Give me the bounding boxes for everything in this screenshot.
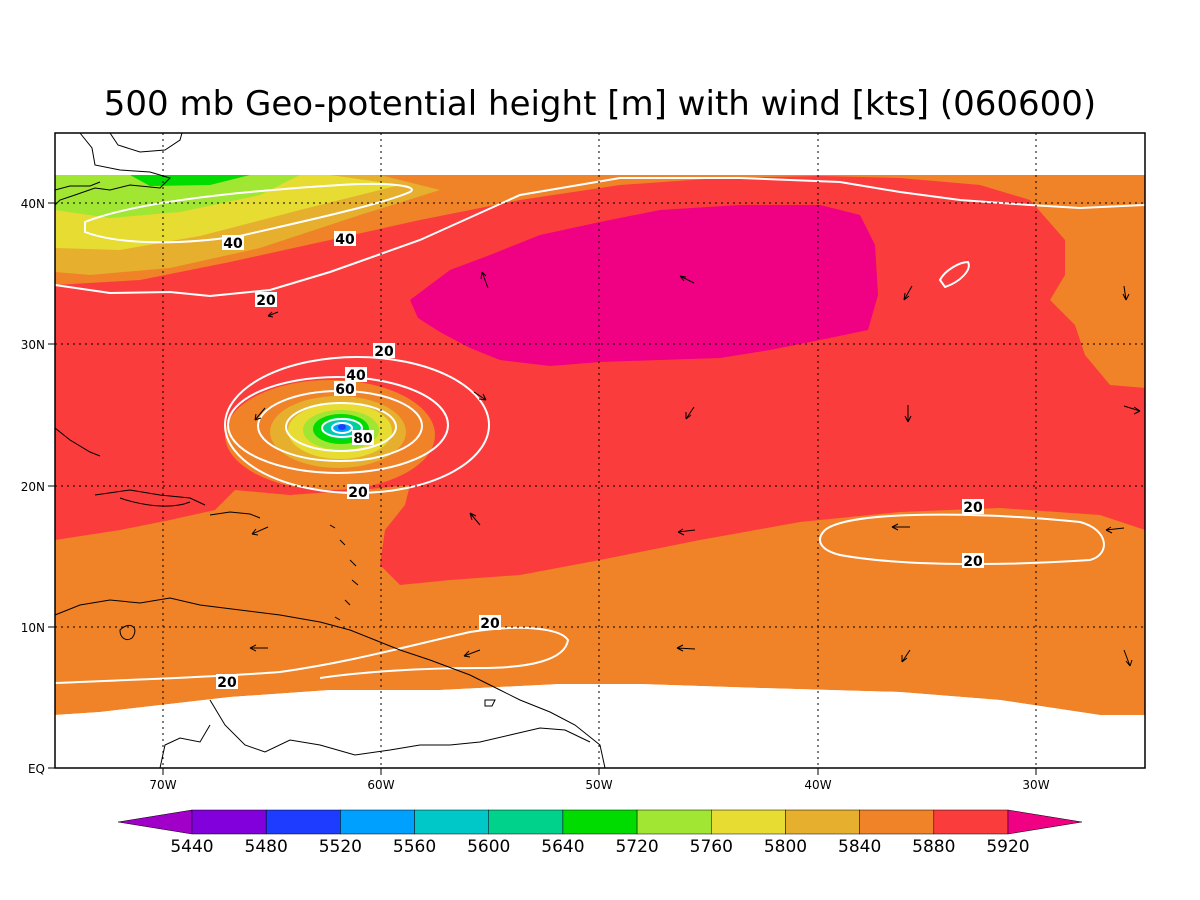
contour-label: 20 bbox=[255, 292, 277, 309]
wind-arrow bbox=[904, 405, 912, 423]
colorbar-label: 5440 bbox=[170, 837, 213, 857]
colorbar-label: 5800 bbox=[764, 837, 807, 857]
contour-label: 20 bbox=[962, 499, 984, 516]
colorbar-label: 5600 bbox=[467, 837, 510, 857]
colorbar-label: 5640 bbox=[541, 837, 584, 857]
contour-label-text: 40 bbox=[223, 236, 243, 252]
wind-arrow bbox=[679, 275, 695, 284]
contour-label-text: 20 bbox=[256, 293, 276, 309]
lon-label: 70W bbox=[149, 778, 176, 792]
lat-label: 10N bbox=[21, 621, 45, 635]
lat-label: 30N bbox=[21, 338, 45, 352]
contour-label: 40 bbox=[222, 235, 244, 252]
colorbar-high-arrow bbox=[1007, 809, 1083, 835]
colorbar-swatch bbox=[785, 809, 860, 835]
contour-label-text: 40 bbox=[335, 232, 355, 248]
colorbar-label: 5760 bbox=[690, 837, 733, 857]
wind-arrow bbox=[903, 285, 913, 301]
wind-arrow bbox=[267, 311, 279, 318]
height-field-5760 bbox=[55, 175, 300, 218]
wind-arrow bbox=[677, 528, 696, 536]
contour-label-text: 20 bbox=[480, 616, 500, 632]
lat-label: EQ bbox=[28, 762, 45, 776]
wind-arrow bbox=[1123, 649, 1133, 667]
coastlines bbox=[54, 132, 606, 769]
wind-arrow bbox=[463, 649, 481, 658]
colorbar-label: 5920 bbox=[986, 837, 1029, 857]
contour-label-text: 20 bbox=[963, 554, 983, 570]
plot-frame bbox=[54, 132, 1146, 769]
lat-label: 40N bbox=[21, 197, 45, 211]
contour-label: 40 bbox=[334, 231, 356, 248]
height-field-high bbox=[410, 205, 878, 366]
wind-arrow bbox=[891, 523, 910, 531]
colorbar-label: 5880 bbox=[912, 837, 955, 857]
height-field-5720 bbox=[130, 175, 250, 186]
lon-axis: 70W 60W 50W 40W 30W bbox=[149, 768, 1050, 792]
colorbar: 5440 5480 5520 5560 5600 5640 5720 5760 5800 5840… bbox=[117, 809, 1083, 857]
lon-label: 60W bbox=[367, 778, 394, 792]
plot-area: 20 20 20 20 20 20 20 40 40 40 60 80 bbox=[54, 132, 1146, 769]
contour-label-text: 20 bbox=[963, 500, 983, 516]
colorbar-swatch bbox=[191, 809, 267, 835]
wind-arrow bbox=[1105, 526, 1125, 534]
colorbar-swatch bbox=[933, 809, 1009, 835]
colorbar-label: 5480 bbox=[245, 837, 288, 857]
contour-label-text: 40 bbox=[346, 368, 366, 384]
contour-label-text: 60 bbox=[335, 382, 355, 398]
colorbar-label: 5720 bbox=[615, 837, 658, 857]
colorbar-swatch bbox=[711, 809, 786, 835]
colorbar-label: 5840 bbox=[838, 837, 881, 857]
colorbar-swatch bbox=[636, 809, 712, 835]
contour-labels: 20 20 20 20 20 20 20 40 40 40 60 80 bbox=[216, 231, 984, 691]
wind-arrow bbox=[249, 644, 268, 652]
lon-label: 50W bbox=[585, 778, 612, 792]
wind-arrow bbox=[685, 406, 695, 420]
lat-axis: 40N 30N 20N 10N EQ bbox=[21, 197, 55, 776]
wind-arrow bbox=[251, 526, 269, 536]
wind-arrow bbox=[1122, 285, 1130, 301]
wind-arrow bbox=[676, 644, 696, 652]
colorbar-swatch bbox=[414, 809, 489, 835]
colorbar-swatch bbox=[340, 809, 415, 835]
lon-label: 40W bbox=[804, 778, 831, 792]
grid-lines bbox=[55, 133, 1145, 768]
colorbar-swatch bbox=[488, 809, 564, 835]
map-title: 500 mb Geo-potential height [m] with win… bbox=[104, 84, 1096, 124]
contour-label-text: 20 bbox=[348, 485, 368, 501]
contour-label: 20 bbox=[479, 615, 501, 632]
lon-label: 30W bbox=[1022, 778, 1049, 792]
contour-label: 20 bbox=[373, 343, 395, 360]
colorbar-swatch bbox=[265, 809, 341, 835]
wind-vectors bbox=[249, 271, 1141, 667]
contour-label: 20 bbox=[962, 553, 984, 570]
contour-label: 80 bbox=[352, 430, 374, 447]
colorbar-low-arrow bbox=[117, 809, 193, 835]
contour-label-text: 80 bbox=[353, 431, 373, 447]
lat-label: 20N bbox=[21, 480, 45, 494]
colorbar-label: 5560 bbox=[393, 837, 436, 857]
colorbar-label: 5520 bbox=[319, 837, 362, 857]
wind-arrow bbox=[901, 649, 911, 663]
contour-label-text: 20 bbox=[374, 344, 394, 360]
colorbar-swatch bbox=[859, 809, 935, 835]
wind-arrow bbox=[469, 512, 481, 526]
contour-label: 20 bbox=[347, 484, 369, 501]
contour-label-text: 20 bbox=[217, 675, 237, 691]
contour-label: 60 bbox=[334, 381, 356, 398]
wind-arrow bbox=[254, 407, 266, 421]
wind-arrow bbox=[480, 271, 489, 289]
contour-label: 40 bbox=[345, 367, 367, 384]
contour-label: 20 bbox=[216, 674, 238, 691]
wind-arrow bbox=[473, 391, 487, 401]
wind-contours bbox=[54, 177, 1146, 684]
wind-arrow bbox=[1123, 405, 1141, 415]
colorbar-swatch bbox=[562, 809, 638, 835]
